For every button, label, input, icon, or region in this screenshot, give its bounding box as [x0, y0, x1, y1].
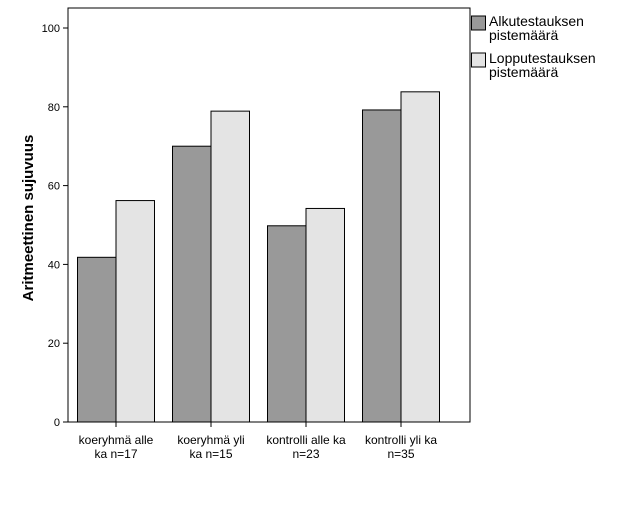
y-axis-label: Aritmeettinen sujuvuus — [20, 135, 37, 302]
x-tick-label: koeryhmä yli ka n=15 — [177, 433, 244, 461]
bar-series2-cat4 — [400, 91, 440, 423]
x-tick-label: kontrolli yli ka n=35 — [365, 433, 437, 461]
y-tick-label: 60 — [48, 181, 60, 193]
y-tick-label: 100 — [42, 23, 60, 35]
legend-label-series1: Alkutestauksen pistemäärä — [489, 13, 584, 43]
bar-series2-cat1 — [115, 200, 155, 423]
x-tick-label: kontrolli alle ka n=23 — [266, 433, 346, 461]
legend-swatch-series1 — [471, 15, 486, 31]
bars — [77, 91, 440, 423]
y-tick-label: 80 — [48, 102, 60, 114]
bar-series2-cat2 — [210, 110, 250, 423]
bar-series1-cat2 — [172, 145, 212, 423]
bar-series1-cat4 — [362, 109, 402, 423]
y-tick-label: 40 — [48, 259, 60, 271]
bar-series2-cat3 — [305, 207, 345, 423]
legend-label-series2: Lopputestauksen pistemäärä — [489, 50, 596, 80]
y-tick-label: 20 — [48, 338, 60, 350]
bar-series1-cat3 — [267, 225, 307, 423]
bar-series1-cat1 — [77, 256, 117, 423]
legend: Alkutestauksen pistemäärä Lopputestauksen p… — [471, 13, 596, 80]
legend-swatch-series2 — [471, 52, 486, 68]
x-axis: koeryhmä alle ka n=17 koeryhmä yli ka n=15 k… — [79, 422, 437, 461]
x-tick-label: koeryhmä alle ka n=17 — [79, 433, 154, 461]
y-axis: 0 20 40 60 80 100 — [42, 23, 68, 429]
y-tick-label: 0 — [54, 417, 60, 429]
